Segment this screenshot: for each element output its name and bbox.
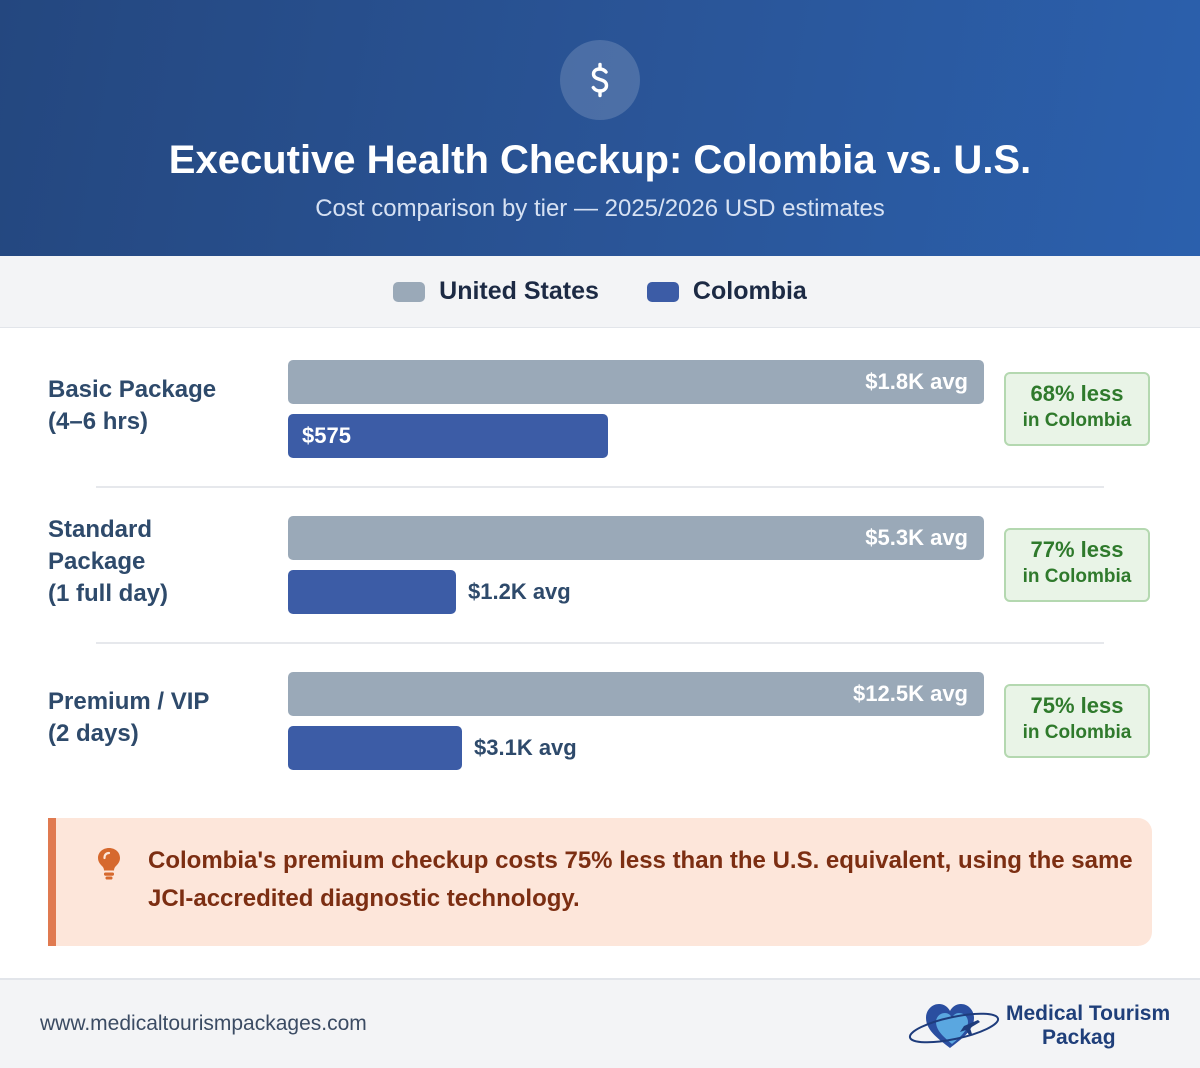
- legend-label-us: United States: [439, 277, 599, 305]
- savings-badge: 75% less in Colombia: [1004, 684, 1150, 758]
- bar-colombia: [288, 726, 462, 770]
- legend-item-colombia: Colombia: [646, 277, 807, 306]
- savings-percent: 75% less: [1030, 693, 1124, 718]
- savings-badge: 68% less in Colombia: [1004, 372, 1150, 446]
- legend-swatch-colombia: [646, 281, 679, 302]
- brand-line-1: Medical Tourism: [1006, 1002, 1171, 1025]
- savings-percent: 68% less: [1030, 381, 1124, 406]
- insight-callout: Colombia's premium checkup costs 75% les…: [48, 818, 1152, 946]
- chart-legend: United States Colombia: [0, 256, 1200, 328]
- brand-line-2: Packag: [1042, 1026, 1116, 1049]
- callout-text: Colombia's premium checkup costs 75% les…: [148, 847, 1133, 912]
- bar-us: $12.5K avg: [288, 672, 984, 716]
- bar-colombia: $575: [288, 414, 608, 458]
- heart-plane-icon: [908, 1004, 1000, 1048]
- header: Executive Health Checkup: Colombia vs. U…: [0, 0, 1200, 256]
- tier-label: Standard Package (1 full day): [48, 514, 278, 610]
- bar-colombia-label: $3.1K avg: [474, 735, 577, 760]
- tier-label-line: (4–6 hrs): [48, 408, 149, 435]
- legend-swatch-us: [393, 281, 426, 302]
- row-divider: [96, 486, 1104, 488]
- footer-url[interactable]: www.medicaltourismpackages.com: [40, 1012, 367, 1035]
- savings-percent: 77% less: [1030, 537, 1124, 562]
- tier-label: Basic Package (4–6 hrs): [48, 374, 278, 438]
- savings-subtext: in Colombia: [1022, 566, 1132, 587]
- savings-badge: 77% less in Colombia: [1004, 528, 1150, 602]
- tier-label-line: Package: [48, 548, 146, 575]
- bar-us-label: $12.5K avg: [853, 681, 968, 706]
- bar-us: $5.3K avg: [288, 516, 984, 560]
- tier-label-line: Standard: [48, 516, 153, 543]
- tier-label-line: Premium / VIP: [48, 688, 210, 715]
- savings-subtext: in Colombia: [1022, 722, 1132, 743]
- dollar-sign-icon: [560, 40, 640, 120]
- tier-label-line: (2 days): [48, 720, 139, 747]
- bar-colombia-label: $575: [302, 423, 351, 448]
- tier-label-line: Basic Package: [48, 376, 217, 403]
- page-title: Executive Health Checkup: Colombia vs. U…: [168, 138, 1032, 182]
- lightbulb-icon: [98, 848, 120, 880]
- page-subtitle: Cost comparison by tier — 2025/2026 USD …: [315, 195, 885, 222]
- footer: www.medicaltourismpackages.com Medical T…: [0, 978, 1200, 1068]
- bar-colombia-label: $1.2K avg: [468, 579, 571, 604]
- tier-label-line: (1 full day): [48, 580, 169, 607]
- bar-us: $1.8K avg: [288, 360, 984, 404]
- legend-label-colombia: Colombia: [692, 277, 807, 305]
- savings-subtext: in Colombia: [1022, 410, 1132, 431]
- bar-us-label: $1.8K avg: [865, 369, 968, 394]
- bar-colombia: [288, 570, 456, 614]
- row-divider: [96, 642, 1104, 644]
- legend-item-us: United States: [393, 277, 599, 306]
- bar-chart: Basic Package (4–6 hrs) $1.8K avg $575 68% l…: [0, 328, 1200, 798]
- tier-label: Premium / VIP (2 days): [48, 686, 278, 750]
- bar-us-label: $5.3K avg: [865, 525, 968, 550]
- brand-name: Medical Tourism Packag: [1006, 1002, 1186, 1050]
